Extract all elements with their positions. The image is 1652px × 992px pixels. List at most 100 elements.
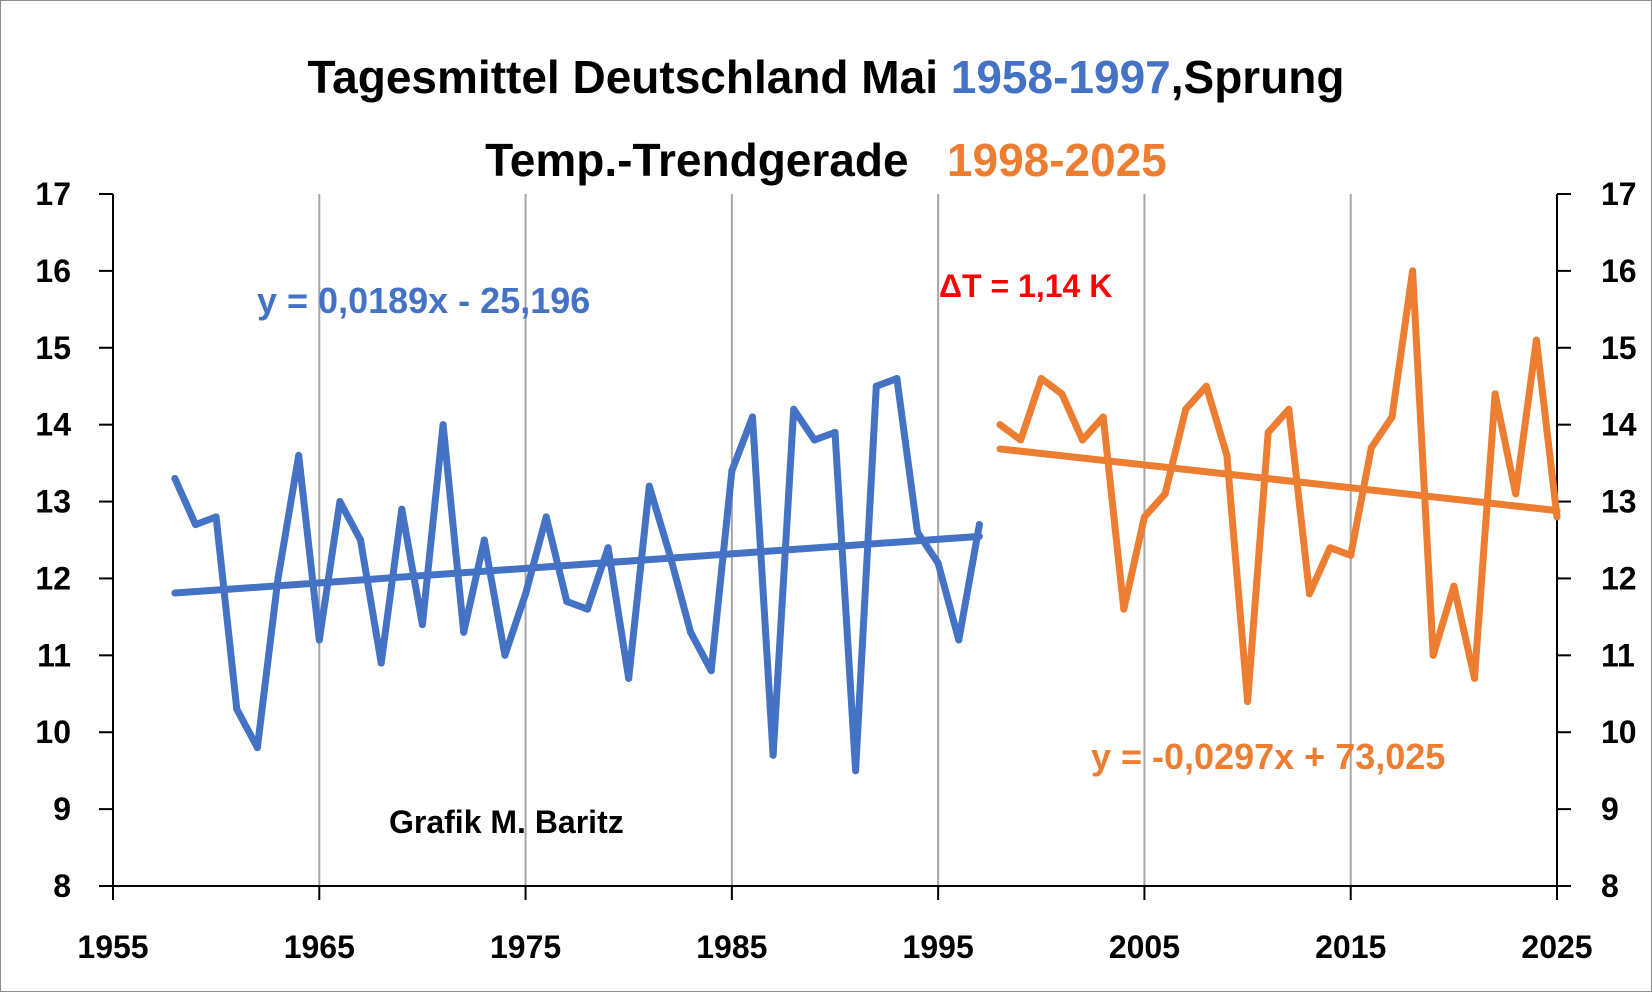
data-point-2009 [1223, 451, 1231, 459]
chart-title-line1: Tagesmittel Deutschland Mai 1958-1997,Sp… [307, 51, 1344, 103]
data-point-1980 [625, 674, 633, 682]
data-point-1978 [583, 605, 591, 613]
x-tick-label-2015: 2015 [1315, 929, 1386, 965]
x-tick-label-1965: 1965 [284, 929, 355, 965]
data-point-2016 [1367, 444, 1375, 452]
data-point-1969 [398, 505, 406, 513]
data-point-1993 [893, 375, 901, 383]
trendline-2 [996, 445, 1561, 515]
data-point-1989 [810, 436, 818, 444]
y-tick-label-left-17: 17 [35, 176, 71, 212]
data-point-1968 [377, 659, 385, 667]
y-tick-label-left-10: 10 [35, 714, 71, 750]
data-series [171, 267, 1561, 775]
data-point-2015 [1347, 551, 1355, 559]
y-tick-label-right-9: 9 [1601, 791, 1619, 827]
y-tick-label-left-16: 16 [35, 253, 71, 289]
y-tick-label-left-14: 14 [35, 407, 71, 443]
y-tick-label-right-10: 10 [1601, 714, 1637, 750]
data-point-1964 [295, 451, 303, 459]
data-point-1976 [542, 513, 550, 521]
data-point-2018 [1409, 267, 1417, 275]
data-point-1973 [480, 536, 488, 544]
data-point-1967 [357, 536, 365, 544]
data-point-2014 [1326, 544, 1334, 552]
chart-title-part2: ,Sprung [1171, 51, 1345, 103]
data-point-1996 [955, 636, 963, 644]
data-point-1990 [831, 428, 839, 436]
x-tick-label-2005: 2005 [1109, 929, 1180, 965]
data-point-1965 [315, 636, 323, 644]
data-point-2025 [1553, 513, 1561, 521]
data-point-2024 [1532, 336, 1540, 344]
data-point-1986 [748, 413, 756, 421]
data-point-1963 [274, 574, 282, 582]
data-point-2005 [1140, 513, 1148, 521]
y-tick-label-right-11: 11 [1601, 637, 1635, 673]
data-point-1985 [728, 467, 736, 475]
trend-equation-1958-1997: y = 0,0189x - 25,196 [257, 280, 590, 321]
data-point-1970 [418, 621, 426, 629]
data-point-2002 [1079, 436, 1087, 444]
series-line-2 [996, 267, 1561, 705]
data-point-1959 [192, 521, 200, 529]
data-point-1994 [914, 528, 922, 536]
data-point-1974 [501, 651, 509, 659]
series-line-1 [171, 375, 983, 775]
data-point-1982 [666, 551, 674, 559]
y-tick-label-left-9: 9 [53, 791, 71, 827]
y-tick-label-right-12: 12 [1601, 560, 1637, 596]
data-point-2019 [1429, 651, 1437, 659]
chart-title-period1: 1958-1997 [951, 51, 1171, 103]
data-point-2017 [1388, 413, 1396, 421]
x-tick-label-1995: 1995 [903, 929, 974, 965]
data-point-2006 [1161, 490, 1169, 498]
data-point-1987 [769, 751, 777, 759]
data-point-2000 [1037, 375, 1045, 383]
data-point-1966 [336, 498, 344, 506]
chart-title-part1: Tagesmittel Deutschland Mai [307, 51, 950, 103]
trend-equation-1998-2025: y = -0,0297x + 73,025 [1091, 736, 1445, 777]
data-point-2007 [1182, 405, 1190, 413]
y-tick-label-right-15: 15 [1601, 330, 1637, 366]
data-point-1998 [996, 421, 1004, 429]
data-point-2022 [1491, 390, 1499, 398]
data-point-1975 [522, 590, 530, 598]
chart-title-line2-text: Temp.-Trendgerade [485, 134, 908, 186]
x-tick-label-1985: 1985 [696, 929, 767, 965]
y-tick-label-right-8: 8 [1601, 868, 1619, 904]
data-point-2003 [1099, 413, 1107, 421]
data-point-1997 [975, 521, 983, 529]
data-point-2004 [1120, 605, 1128, 613]
data-point-1999 [1017, 436, 1025, 444]
data-point-2001 [1058, 390, 1066, 398]
data-point-1988 [790, 405, 798, 413]
trendline-1 [171, 532, 983, 597]
data-point-1984 [707, 667, 715, 675]
data-point-1992 [872, 382, 880, 390]
data-point-2010 [1244, 697, 1252, 705]
data-point-2020 [1450, 582, 1458, 590]
data-point-1995 [934, 559, 942, 567]
y-tick-label-left-12: 12 [35, 560, 71, 596]
data-point-2011 [1264, 428, 1272, 436]
data-point-2021 [1470, 674, 1478, 682]
data-point-1981 [645, 482, 653, 490]
x-tick-label-1955: 1955 [77, 929, 148, 965]
y-tick-label-left-11: 11 [37, 637, 71, 673]
data-point-1983 [687, 628, 695, 636]
data-point-1961 [233, 705, 241, 713]
y-tick-label-left-13: 13 [35, 484, 71, 520]
y-tick-label-right-13: 13 [1601, 484, 1637, 520]
data-point-2013 [1305, 590, 1313, 598]
axes: 8 8 9 9 10 10 11 11 12 12 13 13 14 14 15 15 16 16 17 17 1955… [35, 176, 1636, 965]
credit-annotation: Grafik M. Baritz [389, 804, 624, 840]
x-tick-label-1975: 1975 [490, 929, 561, 965]
data-point-2023 [1512, 490, 1520, 498]
delta-t-annotation: ΔT = 1,14 K [939, 268, 1112, 304]
data-point-2012 [1285, 405, 1293, 413]
y-tick-label-left-8: 8 [53, 868, 71, 904]
data-point-2008 [1202, 382, 1210, 390]
